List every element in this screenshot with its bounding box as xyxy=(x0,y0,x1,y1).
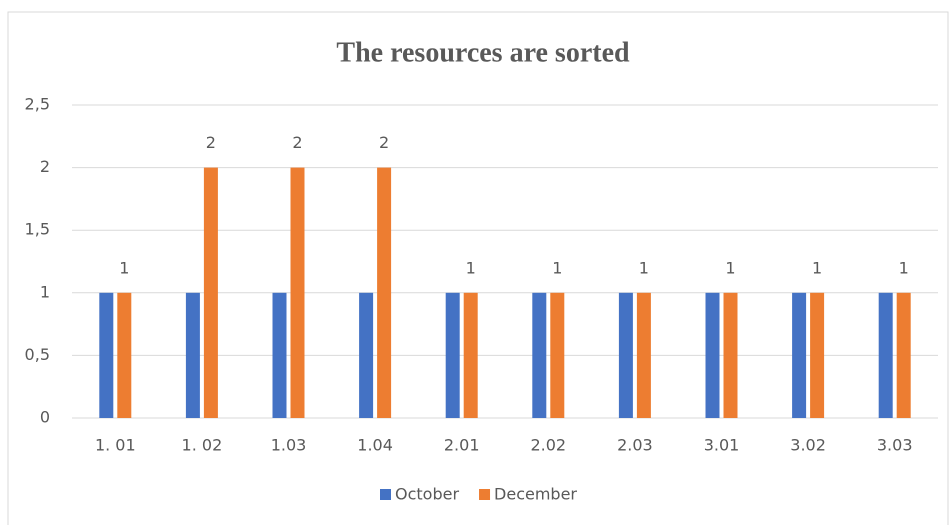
chart-title: The resources are sorted xyxy=(336,37,630,68)
legend-label: December xyxy=(494,485,577,504)
bar xyxy=(636,292,651,418)
bar xyxy=(445,292,460,418)
x-tick-label: 1. 02 xyxy=(182,436,223,455)
bar xyxy=(99,292,114,418)
data-label: 1 xyxy=(119,258,129,277)
bar xyxy=(792,292,807,418)
y-tick-label: 1,5 xyxy=(25,220,50,239)
legend-label: October xyxy=(395,485,459,504)
bar xyxy=(185,292,200,418)
data-label: 2 xyxy=(379,133,389,152)
x-tick-label: 3.01 xyxy=(704,436,740,455)
data-label: 1 xyxy=(725,258,735,277)
x-tick-label: 1. 01 xyxy=(95,436,136,455)
bar xyxy=(532,292,547,418)
y-tick-label: 0,5 xyxy=(25,345,50,364)
y-tick-label: 0 xyxy=(40,408,50,427)
data-label: 2 xyxy=(206,133,216,152)
bar xyxy=(203,167,218,418)
x-tick-label: 1.03 xyxy=(271,436,307,455)
x-tick-label: 2.02 xyxy=(530,436,566,455)
data-label: 1 xyxy=(466,258,476,277)
x-tick-label: 2.01 xyxy=(444,436,480,455)
data-label: 2 xyxy=(292,133,302,152)
bar xyxy=(290,167,305,418)
x-tick-label: 3.02 xyxy=(790,436,826,455)
bar xyxy=(878,292,893,418)
data-label: 1 xyxy=(812,258,822,277)
bar xyxy=(705,292,720,418)
bar xyxy=(723,292,738,418)
y-tick-label: 2 xyxy=(40,157,50,176)
data-label: 1 xyxy=(899,258,909,277)
chart-frame xyxy=(7,11,949,525)
legend-swatch xyxy=(380,489,391,500)
bar xyxy=(359,292,374,418)
data-label: 1 xyxy=(639,258,649,277)
bar xyxy=(810,292,825,418)
bar xyxy=(896,292,911,418)
bar xyxy=(117,292,132,418)
data-label: 1 xyxy=(552,258,562,277)
x-tick-label: 2.03 xyxy=(617,436,653,455)
bar xyxy=(377,167,392,418)
legend-swatch xyxy=(479,489,491,500)
x-tick-label: 1.04 xyxy=(357,436,393,455)
x-tick-label: 3.03 xyxy=(877,436,913,455)
bar xyxy=(272,292,287,418)
bar xyxy=(618,292,633,418)
y-tick-label: 2,5 xyxy=(25,95,50,114)
y-tick-label: 1 xyxy=(40,282,50,301)
bar xyxy=(550,292,565,418)
bar xyxy=(463,292,478,418)
